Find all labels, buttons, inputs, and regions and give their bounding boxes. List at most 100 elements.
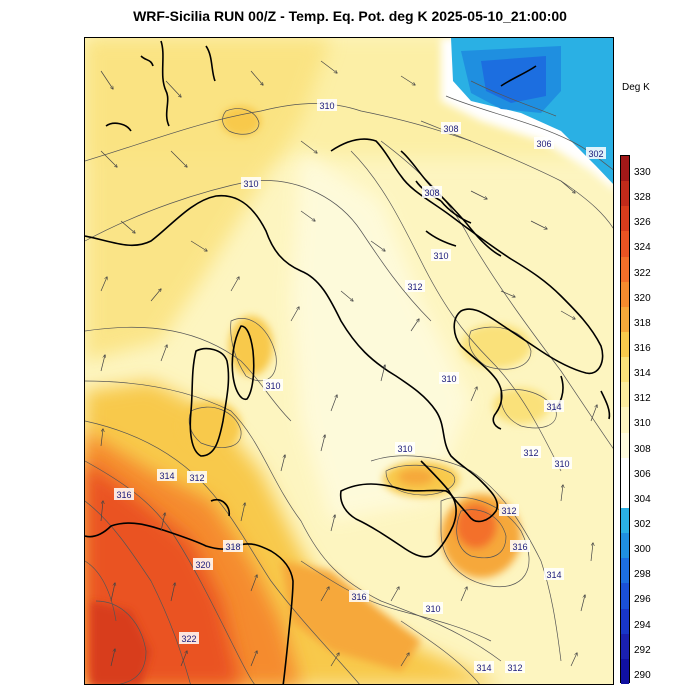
colorbar: [620, 155, 630, 684]
coastlines: [85, 40, 611, 684]
contour-label: 316: [114, 488, 134, 500]
svg-text:314: 314: [546, 570, 561, 580]
svg-text:306: 306: [536, 139, 551, 149]
colorbar-swatch: [621, 508, 629, 534]
svg-text:312: 312: [501, 506, 516, 516]
svg-text:312: 312: [523, 448, 538, 458]
contour-labels: 310 310 308 306 302 308 310 312 310 310 314 310 312 3…: [114, 99, 606, 673]
contour-label: 312: [521, 446, 541, 458]
colorbar-swatch: [621, 583, 629, 609]
svg-text:314: 314: [546, 402, 561, 412]
colorbar-label: 290: [634, 669, 651, 681]
contour-label: 310: [439, 372, 459, 384]
map-panel: 310 310 308 306 302 308 310 312 310 310 314 310 312 3…: [84, 37, 614, 685]
colorbar-swatch: [621, 206, 629, 232]
svg-text:318: 318: [225, 542, 240, 552]
colorbar-label: 330: [634, 167, 651, 178]
colorbar-swatch: [621, 306, 629, 332]
svg-text:310: 310: [243, 179, 258, 189]
colorbar-swatch: [621, 231, 629, 257]
colorbar-label: 328: [634, 192, 651, 204]
colorbar-swatch: [621, 558, 629, 584]
contour-label: 312: [499, 504, 519, 516]
colorbar-swatch: [621, 256, 629, 282]
contour-label: 314: [544, 400, 564, 412]
svg-text:312: 312: [507, 663, 522, 673]
svg-text:310: 310: [265, 381, 280, 391]
contour-label: 302: [586, 147, 606, 159]
colorbar-label: 302: [634, 519, 651, 530]
contour-label: 308: [422, 186, 442, 198]
colorbar-label: 318: [634, 317, 651, 329]
colorbar-label: 294: [634, 619, 651, 631]
wind-vectors: [100, 60, 597, 667]
colorbar-swatch: [621, 658, 629, 684]
contour-label: 312: [505, 661, 525, 673]
contour-label: 310: [317, 99, 337, 111]
svg-text:314: 314: [159, 471, 174, 481]
colorbar-label: 308: [634, 443, 651, 455]
svg-text:312: 312: [407, 282, 422, 292]
contour-label: 310: [431, 249, 451, 261]
contour-label: 310: [552, 457, 572, 469]
svg-text:308: 308: [443, 124, 458, 134]
contour-label: 312: [405, 280, 425, 292]
colorbar-label: 300: [634, 544, 651, 556]
svg-text:310: 310: [397, 444, 412, 454]
svg-text:316: 316: [512, 542, 527, 552]
svg-text:310: 310: [433, 251, 448, 261]
svg-text:316: 316: [351, 592, 366, 602]
contour-label: 310: [423, 602, 443, 614]
colorbar-swatch: [621, 407, 629, 433]
svg-text:320: 320: [195, 560, 210, 570]
contour-label: 316: [349, 590, 369, 602]
colorbar-label: 320: [634, 292, 651, 304]
colorbar-label: 326: [634, 217, 651, 229]
contour-label: 310: [263, 379, 283, 391]
contour-label: 320: [193, 558, 213, 570]
contour-label: 310: [395, 442, 415, 454]
contour-label: 318: [223, 540, 243, 552]
colorbar-label: 310: [634, 418, 651, 430]
svg-text:314: 314: [476, 663, 491, 673]
colorbar-swatch: [621, 181, 629, 207]
svg-text:310: 310: [425, 604, 440, 614]
colorbar-swatch: [621, 332, 629, 358]
colorbar-label: 306: [634, 468, 651, 480]
svg-text:316: 316: [116, 490, 131, 500]
contour-label: 312: [187, 471, 207, 483]
colorbar-units: Deg K: [622, 82, 650, 93]
map-title: WRF-Sicilia RUN 00/Z - Temp. Eq. Pot. de…: [133, 8, 567, 24]
colorbar-label: 324: [634, 242, 651, 254]
contour-label: 306: [534, 137, 554, 149]
colorbar-swatch: [621, 633, 629, 659]
svg-text:310: 310: [554, 459, 569, 469]
contour-label: 322: [179, 632, 199, 644]
contour-label: 310: [241, 177, 261, 189]
svg-text:310: 310: [441, 374, 456, 384]
svg-text:308: 308: [424, 188, 439, 198]
colorbar-swatch: [621, 482, 629, 508]
colorbar-label: 322: [634, 267, 651, 279]
contour-label: 308: [441, 122, 461, 134]
colorbar-label: 312: [634, 393, 651, 405]
svg-text:302: 302: [588, 149, 603, 159]
colorbar-swatch: [621, 608, 629, 634]
colorbar-swatch: [621, 281, 629, 307]
colorbar-label: 296: [634, 594, 651, 606]
colorbar-label: 304: [634, 493, 651, 505]
colorbar-swatch: [621, 382, 629, 408]
svg-text:310: 310: [319, 101, 334, 111]
contour-label: 316: [510, 540, 530, 552]
temperature-field: [85, 38, 613, 684]
contour-label: 314: [474, 661, 494, 673]
colorbar-label: 314: [634, 368, 651, 380]
colorbar-label: 292: [634, 644, 651, 656]
colorbar-swatch: [621, 457, 629, 483]
colorbar-label: 316: [634, 343, 651, 354]
colorbar-swatch: [621, 432, 629, 458]
contour-label: 314: [544, 568, 564, 580]
svg-text:322: 322: [181, 634, 196, 644]
colorbar-swatch: [621, 357, 629, 383]
colorbar-label: 298: [634, 569, 651, 581]
